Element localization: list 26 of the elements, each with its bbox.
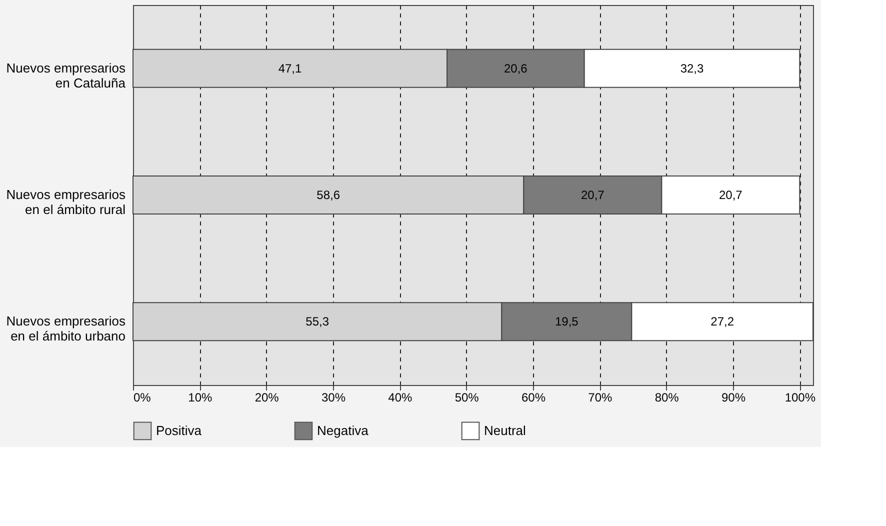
text: 19,5 — [554, 314, 578, 329]
text: 27,2 — [710, 314, 734, 329]
x-tick-label: 40% — [388, 390, 412, 404]
text: 47,1 — [278, 61, 302, 76]
x-tick-label: 70% — [588, 390, 612, 404]
x-tick-label: 50% — [454, 390, 480, 404]
legend-label: Neutral — [484, 422, 526, 438]
legend-label: Positiva — [156, 422, 202, 438]
x-tick-label: 100% — [784, 390, 816, 404]
y-tick-label: Nuevos empresarios en el ámbito urbano — [6, 314, 126, 344]
text: 20,6 — [504, 61, 528, 76]
y-tick-label: Nuevos empresarios en Cataluña — [6, 60, 126, 90]
x-tick-label: 0% — [134, 390, 152, 404]
y-tick-label: Nuevos empresarios en el ámbito rural — [6, 187, 126, 217]
x-tick-label: 60% — [521, 390, 546, 404]
x-tick-label: 30% — [321, 390, 346, 404]
text: 32,3 — [680, 61, 704, 76]
text: 20,7 — [718, 188, 742, 202]
x-tick-label: 10% — [188, 390, 212, 404]
text: 55,3 — [306, 314, 330, 329]
text: 20,7 — [580, 188, 604, 202]
x-tick-label: 80% — [654, 390, 680, 404]
text: 58,6 — [316, 188, 340, 202]
x-tick-label: 20% — [254, 390, 280, 404]
legend-label: Negativa — [317, 422, 370, 438]
x-tick-label: 90% — [721, 390, 746, 404]
